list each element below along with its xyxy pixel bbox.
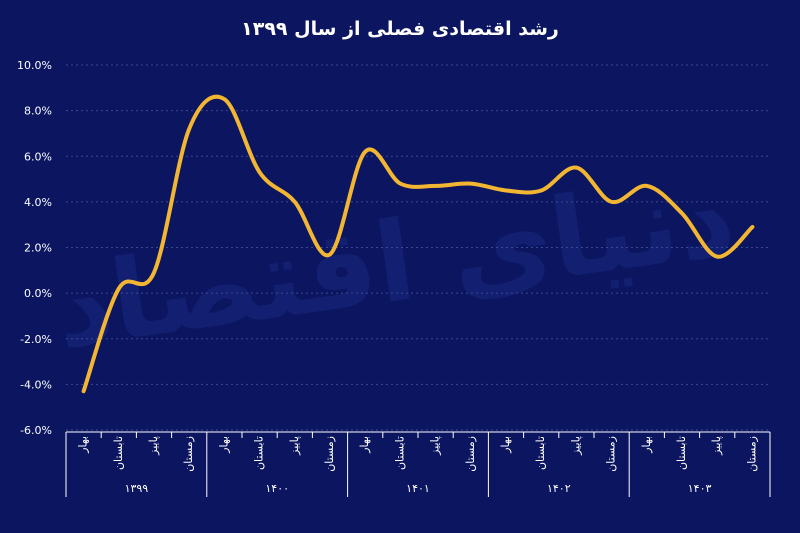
y-tick-label: 10.0% [17,59,52,72]
y-tick-label: -6.0% [20,424,52,437]
x-tick-label: تابستان [393,436,406,470]
x-tick-label: بهار [499,436,512,454]
year-label: ۱۴۰۳ [688,482,712,495]
y-tick-label: 2.0% [24,242,52,255]
y-tick-label: 6.0% [24,150,52,163]
x-tick-label: پاییز [147,436,160,456]
x-tick-label: پاییز [429,436,442,456]
year-label: ۱۴۰۱ [406,482,430,495]
year-label: ۱۴۰۲ [547,482,571,495]
x-tick-label: زمستان [182,436,195,472]
x-tick-label: پاییز [710,436,723,456]
x-tick-label: زمستان [605,436,618,472]
x-tick-label: بهار [217,436,230,454]
x-tick-label: تابستان [675,436,688,470]
series-line [81,94,755,394]
year-label: ۱۴۰۰ [265,482,289,495]
y-tick-label: 0.0% [24,287,52,300]
y-tick-label: -4.0% [20,378,52,391]
x-tick-label: بهار [640,436,653,454]
x-tick-label: بهار [358,436,371,454]
x-tick-label: تابستان [253,436,266,470]
x-tick-label: پاییز [288,436,301,456]
y-tick-label: 8.0% [24,105,52,118]
y-tick-label: -2.0% [20,333,52,346]
x-tick-label: تابستان [534,436,547,470]
x-tick-label: زمستان [323,436,336,472]
x-tick-label: زمستان [745,436,758,472]
watermark: دنیای اقتصاد [47,151,742,373]
chart-title: رشد اقتصادی فصلی از سال ۱۳۹۹ [241,18,559,40]
x-tick-label: بهار [77,436,90,454]
year-label: ۱۳۹۹ [125,482,149,495]
x-tick-label: زمستان [464,436,477,472]
x-tick-label: تابستان [112,436,125,470]
y-tick-label: 4.0% [24,196,52,209]
x-tick-label: پاییز [569,436,582,456]
